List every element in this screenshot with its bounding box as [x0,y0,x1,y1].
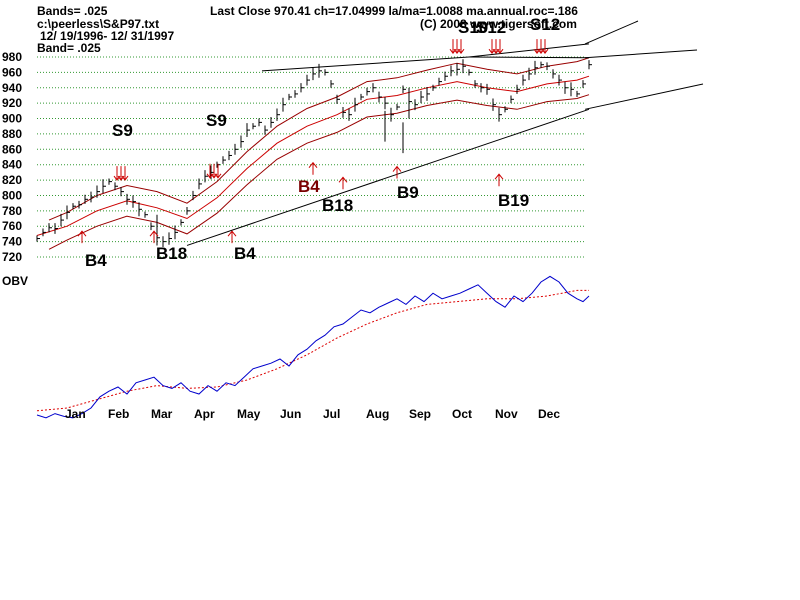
month-label: Dec [538,407,560,421]
month-label: Jan [65,407,86,421]
moving-average-line [36,75,590,236]
lower-band-line [48,94,590,250]
trend-line [261,56,470,72]
trend-line [468,56,590,59]
y-tick-label: 720 [2,250,22,264]
trend-line [468,43,590,58]
signal-layer [77,39,549,244]
buy-arrow-head [338,176,348,183]
copyright-label: (C) 2008 www.tigersoft.com [420,17,577,31]
month-label: Mar [151,407,173,421]
y-tick-label: 780 [2,204,22,218]
buy-arrow-head [392,165,402,172]
signal-s9-apr: S9 [206,111,227,130]
y-tick-label: 980 [2,50,22,64]
signal-s10: S10 [458,18,488,37]
y-tick-label: 840 [2,158,22,172]
signal-s12-b: S12 [530,15,560,34]
sell-arrow-head [214,173,222,179]
signal-b9-aug: B9 [397,183,419,202]
signal-b18-mar: B18 [156,244,187,263]
resistance-trend-extension [584,20,639,45]
buy-arrow-head [308,161,318,169]
sell-arrow-head [457,48,465,54]
signal-b18-jul: B18 [322,196,353,215]
y-tick-label: 800 [2,188,22,202]
trend-layer [186,20,704,246]
support-trend-extension [584,83,704,110]
grid-layer [37,56,585,258]
obv-label: OBV [2,274,28,288]
signal-b4-jan: B4 [85,251,107,270]
price-layer [36,59,592,247]
month-label: Jul [323,407,340,421]
obv-layer [36,275,590,419]
y-tick-label: 900 [2,112,22,126]
buy-arrow-head [227,230,237,237]
band-label: Band= .025 [37,41,101,55]
last-close-label: Last Close 970.41 ch=17.04999 la/ma=1.00… [210,4,578,18]
month-label: Oct [452,407,472,421]
y-tick-label: 880 [2,127,22,141]
month-label: Feb [108,407,129,421]
band-layer [36,57,590,250]
date-range-label: 12/ 19/1996- 12/ 31/1997 [40,29,174,43]
file-label: c:\peerless\S&P97.txt [37,17,159,31]
buy-arrow-head [77,230,87,237]
top-trend-extension [584,49,698,59]
y-tick-label: 960 [2,65,22,79]
obv-line [36,275,590,419]
signal-s12-a: S12 [476,18,506,37]
signal-b4-jun: B4 [298,177,320,196]
signal-s9-feb: S9 [112,121,133,140]
month-label: Aug [366,407,389,421]
sell-arrow-head [496,48,504,54]
month-label: Apr [194,407,215,421]
month-label: Nov [495,407,518,421]
month-label: May [237,407,261,421]
signal-b4-apr: B4 [234,244,256,263]
y-tick-label: 920 [2,96,22,110]
trend-line [186,108,590,246]
buy-arrow-head [494,173,504,180]
y-tick-label: 860 [2,142,22,156]
signal-b19-oct: B19 [498,191,529,210]
y-tick-label: 820 [2,173,22,187]
obv-moving-average-line [36,289,589,412]
buy-arrow-head [149,230,159,237]
bands-label: Bands= .025 [37,4,108,18]
upper-band-line [48,57,590,221]
y-tick-label: 760 [2,219,22,233]
y-tick-label: 940 [2,81,22,95]
sell-arrow-head [121,175,129,181]
sell-arrow-head [541,48,549,54]
month-label: Sep [409,407,431,421]
month-label: Jun [280,407,301,421]
y-tick-label: 740 [2,235,22,249]
